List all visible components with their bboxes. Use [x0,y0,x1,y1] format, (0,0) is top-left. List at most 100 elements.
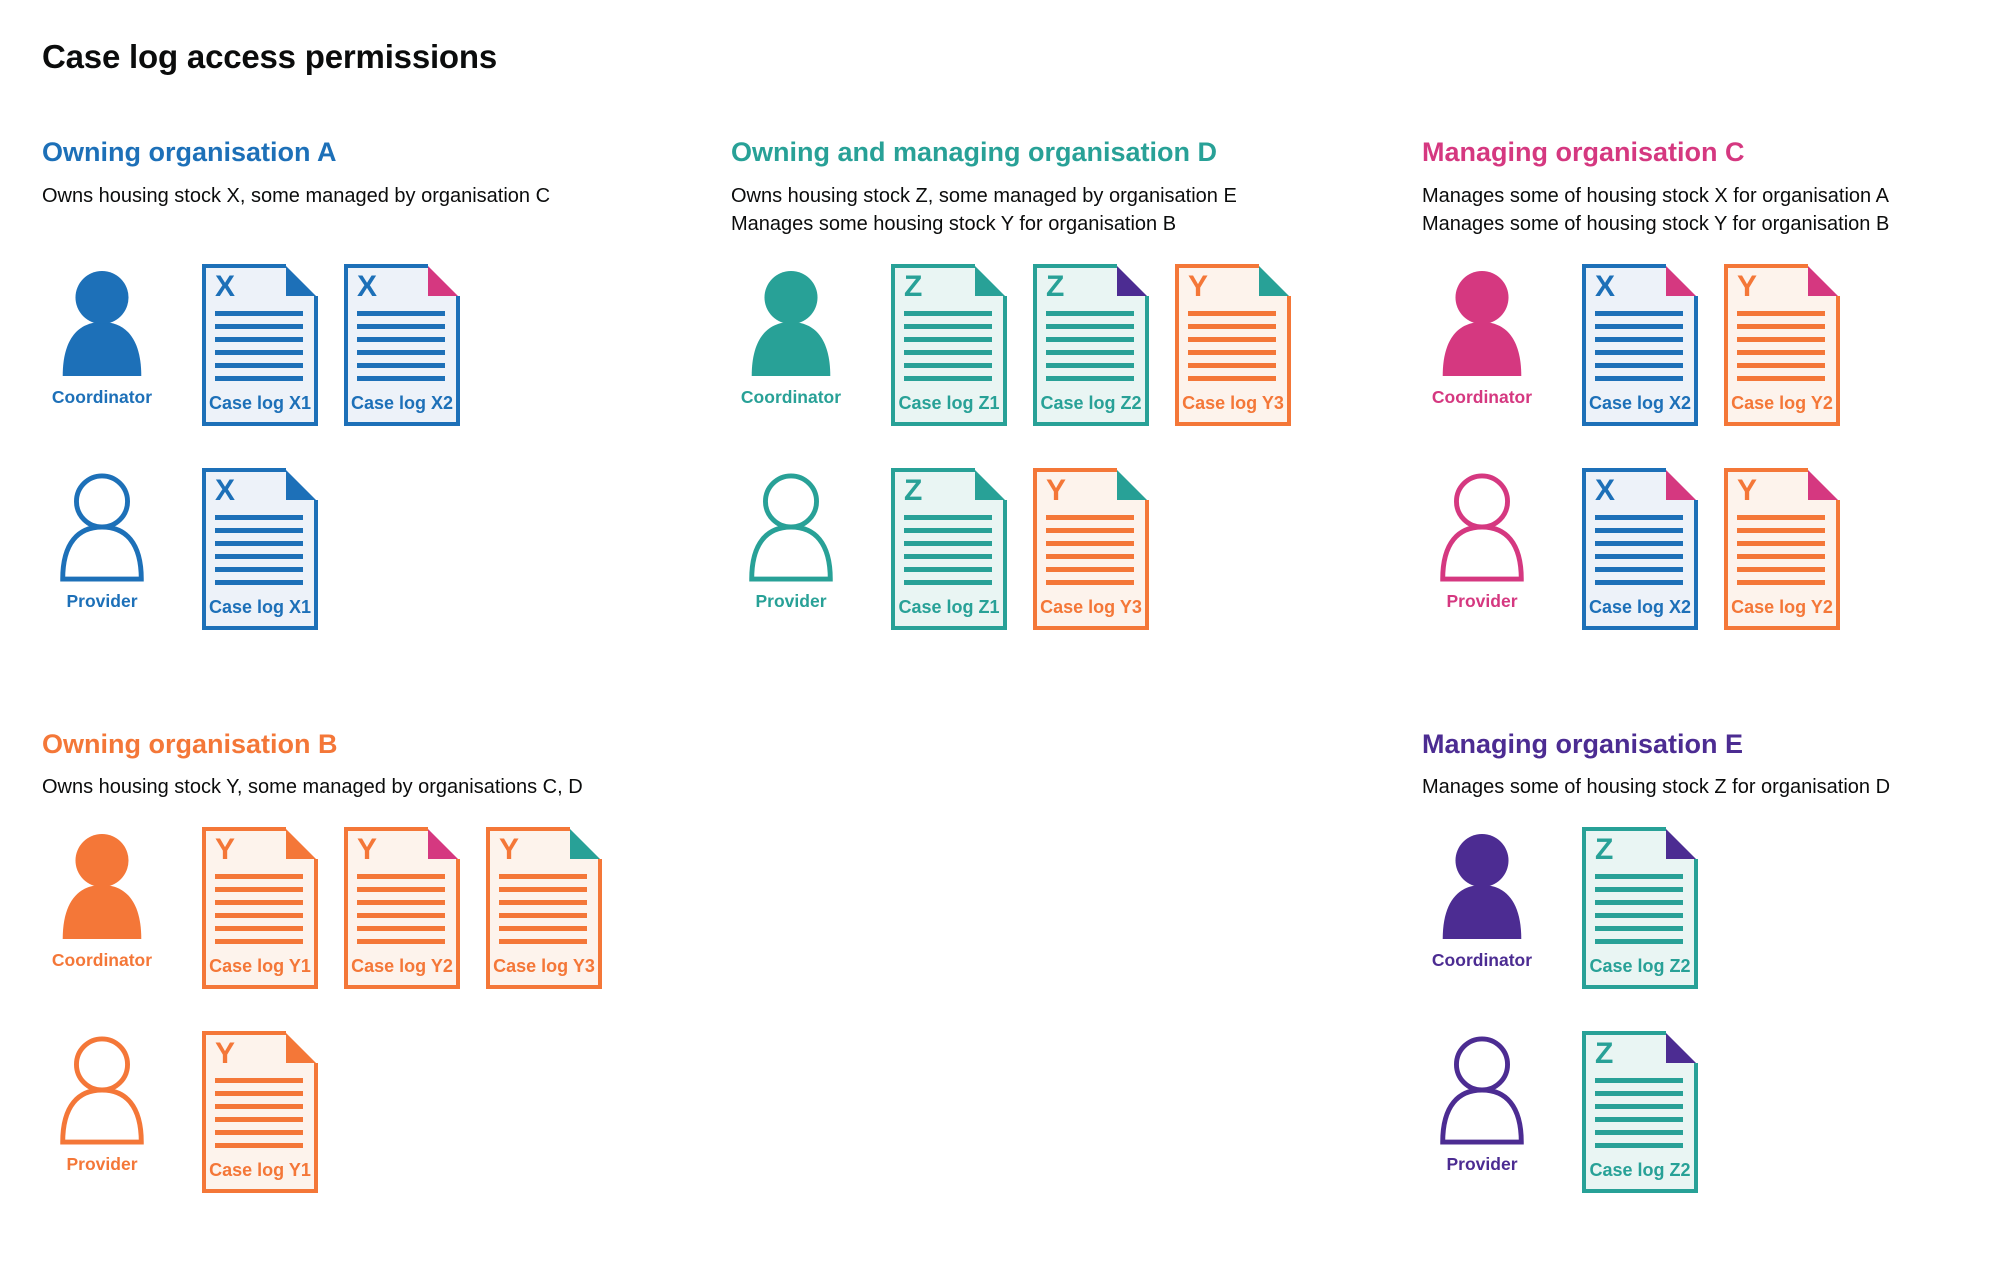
doc-list: Z Case log Z1 Z Case log Z2 [891,263,1291,426]
coordinator-figure: Coordinator [1422,827,1542,971]
fold-corner [1666,469,1696,500]
section-owning-managing-organisation-d: Owning and managing organisation D Owns … [731,137,1422,630]
doc-text-lines [357,310,445,381]
case-log-doc: Z Case log Z1 [891,263,1007,426]
case-log-doc: Y Case log Y1 [202,827,318,990]
fold-corner [1666,1033,1696,1064]
person-outline-icon [749,473,833,582]
person-head [1454,473,1510,530]
document-icon [1175,263,1291,426]
section-heading: Managing organisation C [1422,136,1745,167]
case-log-label: Case log X2 [1588,596,1692,617]
stock-letter: Z [1595,1037,1614,1071]
person-body [60,524,144,582]
case-log-doc: X Case log X2 [1582,467,1698,630]
document-icon [202,1031,318,1194]
fold-corner [1666,829,1696,860]
section-description: Owns housing stock X, some managed by or… [42,182,731,238]
doc-list: Z Case log Z2 [1582,1031,1698,1194]
case-log-label: Case log Z2 [1589,1160,1691,1181]
section-heading: Owning organisation A [42,136,337,167]
doc-page [1035,265,1147,424]
person-filled-icon [751,270,831,376]
case-log-label: Case log Z1 [898,596,1000,617]
coordinator-row: Coordinator Z Case log Z1 [731,263,1422,426]
case-log-label: Case log Y3 [1182,392,1284,413]
stock-letter: Y [215,1037,236,1071]
section-description: Owns housing stock Y, some managed by or… [42,773,731,801]
case-log-label: Case log Z2 [1040,392,1142,413]
fold-corner [286,1033,316,1064]
stock-letter: X [1595,473,1616,507]
doc-text-lines [215,1078,303,1149]
case-log-doc: Z Case log Z2 [1582,827,1698,990]
document-icon [344,263,460,426]
person-body [1440,1087,1524,1145]
doc-border [1033,467,1149,630]
person-head [74,1036,130,1093]
case-log-doc: X Case log X2 [344,263,460,426]
fold-corner [286,469,316,500]
provider-figure: Provider [1422,468,1542,612]
coordinator-row: Coordinator Y Case log Y1 [42,827,731,990]
doc-page [893,265,1005,424]
doc-border [1175,263,1291,426]
stock-letter: X [1595,269,1616,303]
role-label: Provider [1446,1154,1518,1175]
case-log-label: Case log Y3 [1040,596,1142,617]
person-head [1455,270,1509,324]
doc-page [204,829,316,988]
role-label: Coordinator [51,950,153,971]
case-log-label: Case log X1 [208,392,312,413]
document-icon [1724,263,1840,426]
document-icon [486,827,602,990]
person-filled-icon [62,834,142,940]
case-log-doc: Y Case log Y3 [1175,263,1291,426]
role-label: Provider [755,590,827,611]
doc-list: Y Case log Y1 [202,1031,318,1194]
case-log-doc: Z Case log Z2 [1033,263,1149,426]
coordinator-figure: Coordinator [42,827,162,971]
stock-letter: Y [215,833,236,867]
doc-border [344,827,460,990]
doc-border [202,467,318,630]
fold-corner [428,829,458,860]
provider-figure: Provider [731,468,851,612]
coordinator-figure: Coordinator [731,264,851,408]
doc-page [488,829,600,988]
stock-letter: Z [904,269,923,303]
person-body [1442,885,1522,940]
case-log-doc: Y Case log Y2 [344,827,460,990]
doc-page [346,829,458,988]
case-log-label: Case log Y1 [209,1160,311,1181]
doc-page [1035,469,1147,628]
fold-corner [1666,265,1696,296]
provider-row: Provider X Case log X2 [1422,467,1970,630]
person-filled-icon [1442,834,1522,940]
stock-letter: Y [499,833,520,867]
person-outline-icon [1440,473,1524,582]
doc-list: X Case log X2 Y Case log Y2 [1582,263,1840,426]
page-title: Case log access permissions [42,38,498,75]
case-log-label: Case log Y3 [493,956,595,977]
case-log-label: Case log Y2 [1731,596,1833,617]
doc-text-lines [1737,310,1825,381]
case-log-label: Case log Y2 [351,956,453,977]
stock-letter: Y [1188,269,1209,303]
doc-text-lines [215,514,303,585]
coordinator-row: Coordinator X Case log X2 [1422,263,1970,426]
doc-border [1582,1031,1698,1194]
doc-border [1724,467,1840,630]
doc-text-lines [1046,310,1134,381]
case-log-label: Case log X1 [208,596,312,617]
doc-border [1033,263,1149,426]
doc-page [346,265,458,424]
provider-figure: Provider [1422,1031,1542,1175]
person-filled-icon [1442,270,1522,376]
stock-letter: X [215,473,236,507]
document-icon [891,263,1007,426]
role-label: Provider [1446,590,1518,611]
doc-list: X Case log X1 [202,467,318,630]
person-filled-icon [62,270,142,376]
doc-border [891,263,1007,426]
